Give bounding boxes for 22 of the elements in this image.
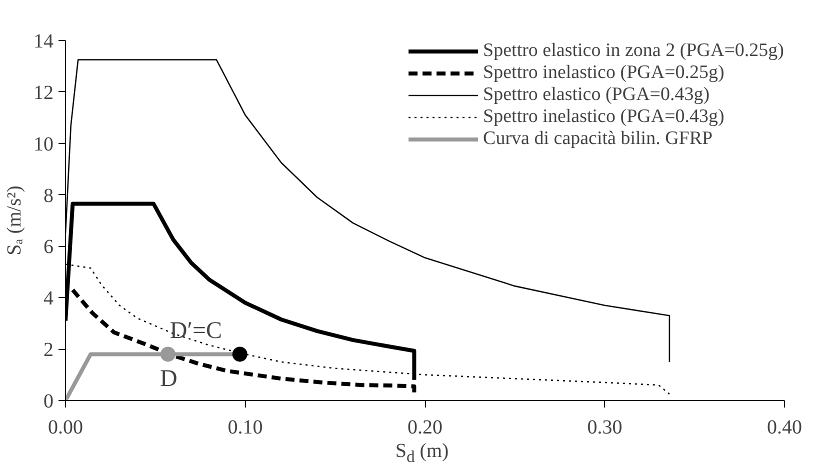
y-tick-label: 0 — [44, 390, 54, 412]
x-tick-label: 0.40 — [767, 416, 802, 438]
y-tick-label: 2 — [44, 339, 54, 362]
x-tick-label: 0.00 — [48, 416, 83, 438]
y-tick-label: 4 — [44, 288, 54, 310]
y-tick-label: 8 — [44, 184, 54, 207]
x-tick-label: 0.20 — [408, 416, 442, 438]
y-tick-label: 10 — [34, 133, 54, 156]
legend-label: Spettro elastico in zona 2 (PGA=0.25g) — [483, 40, 784, 62]
legend-label: Curva di capacità bilin. GFRP — [483, 128, 713, 150]
y-axis-title: Sₐ (m/s²) — [4, 186, 26, 256]
x-tick-label: 0.30 — [587, 416, 622, 438]
y-tick-label: 12 — [34, 82, 54, 104]
x-axis-title: S$_{d}$ (m) — [395, 440, 449, 467]
legend-label: Spettro elastico (PGA=0.43g) — [483, 84, 710, 106]
annotation: D — [160, 366, 178, 392]
annotation: D′=C — [170, 318, 222, 344]
legend-label: Spettro inelastico (PGA=0.43g) — [483, 106, 724, 128]
y-tick-label: 14 — [34, 30, 54, 52]
x-tick-label: 0.10 — [228, 416, 263, 438]
y-tick-label: 6 — [44, 236, 54, 258]
legend-label: Spettro inelastico (PGA=0.25g) — [483, 62, 724, 84]
